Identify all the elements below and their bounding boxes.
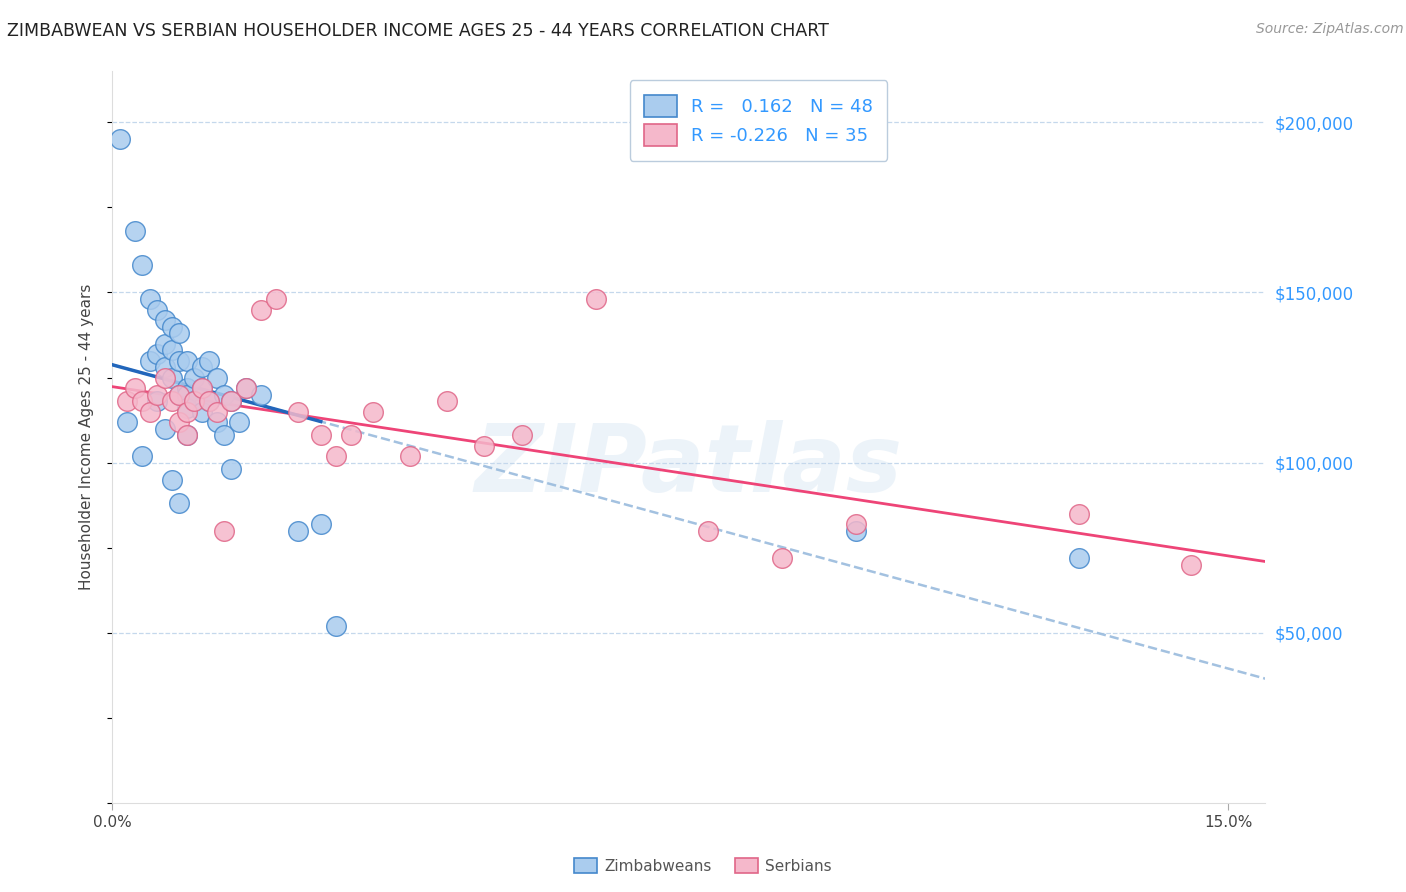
Point bbox=[117, 394, 139, 409]
Point bbox=[183, 394, 205, 409]
Legend: Zimbabweans, Serbians: Zimbabweans, Serbians bbox=[568, 852, 838, 880]
Point bbox=[399, 449, 422, 463]
Point bbox=[235, 381, 257, 395]
Point bbox=[176, 353, 198, 368]
Point bbox=[198, 394, 221, 409]
Point bbox=[183, 370, 205, 384]
Point bbox=[339, 428, 361, 442]
Point bbox=[205, 404, 228, 418]
Point bbox=[436, 394, 458, 409]
Y-axis label: Householder Income Ages 25 - 44 years: Householder Income Ages 25 - 44 years bbox=[79, 284, 94, 591]
Point bbox=[474, 439, 496, 453]
Point bbox=[212, 428, 235, 442]
Point bbox=[845, 516, 868, 531]
Point bbox=[160, 343, 183, 358]
Point bbox=[221, 462, 243, 476]
Point bbox=[146, 394, 169, 409]
Point bbox=[190, 381, 212, 395]
Point bbox=[205, 370, 228, 384]
Point bbox=[138, 293, 160, 307]
Point bbox=[131, 258, 153, 272]
Point bbox=[510, 428, 533, 442]
Point bbox=[169, 353, 191, 368]
Point bbox=[205, 415, 228, 429]
Point bbox=[198, 394, 221, 409]
Point bbox=[264, 293, 287, 307]
Point bbox=[117, 415, 139, 429]
Point bbox=[1069, 550, 1091, 565]
Point bbox=[1180, 558, 1202, 572]
Text: ZIPatlas: ZIPatlas bbox=[475, 420, 903, 512]
Point bbox=[190, 360, 212, 375]
Point bbox=[153, 360, 176, 375]
Point bbox=[190, 404, 212, 418]
Point bbox=[131, 394, 153, 409]
Point bbox=[169, 415, 191, 429]
Point bbox=[160, 394, 183, 409]
Point bbox=[176, 381, 198, 395]
Point bbox=[153, 421, 176, 435]
Text: ZIMBABWEAN VS SERBIAN HOUSEHOLDER INCOME AGES 25 - 44 YEARS CORRELATION CHART: ZIMBABWEAN VS SERBIAN HOUSEHOLDER INCOME… bbox=[7, 22, 830, 40]
Point bbox=[221, 394, 243, 409]
Point bbox=[160, 319, 183, 334]
Point bbox=[183, 394, 205, 409]
Point bbox=[696, 524, 718, 538]
Point bbox=[176, 428, 198, 442]
Point bbox=[124, 224, 146, 238]
Point bbox=[169, 387, 191, 401]
Point bbox=[153, 312, 176, 326]
Point bbox=[138, 353, 160, 368]
Point bbox=[190, 381, 212, 395]
Point bbox=[124, 381, 146, 395]
Point bbox=[169, 496, 191, 510]
Point bbox=[153, 370, 176, 384]
Point bbox=[169, 326, 191, 341]
Point bbox=[325, 449, 347, 463]
Point bbox=[287, 524, 309, 538]
Point bbox=[138, 404, 160, 418]
Point bbox=[287, 404, 309, 418]
Point bbox=[176, 404, 198, 418]
Point bbox=[309, 516, 332, 531]
Point bbox=[131, 449, 153, 463]
Point bbox=[153, 336, 176, 351]
Point bbox=[198, 353, 221, 368]
Point bbox=[250, 387, 273, 401]
Text: Source: ZipAtlas.com: Source: ZipAtlas.com bbox=[1256, 22, 1403, 37]
Point bbox=[845, 524, 868, 538]
Point bbox=[212, 387, 235, 401]
Point bbox=[325, 619, 347, 633]
Point bbox=[108, 132, 131, 146]
Point bbox=[309, 428, 332, 442]
Point bbox=[160, 473, 183, 487]
Point bbox=[250, 302, 273, 317]
Point bbox=[1069, 507, 1091, 521]
Point bbox=[221, 394, 243, 409]
Point bbox=[361, 404, 384, 418]
Point bbox=[169, 387, 191, 401]
Point bbox=[235, 381, 257, 395]
Point bbox=[176, 428, 198, 442]
Point bbox=[176, 387, 198, 401]
Point bbox=[585, 293, 607, 307]
Point bbox=[146, 302, 169, 317]
Point bbox=[176, 401, 198, 416]
Point bbox=[146, 387, 169, 401]
Point bbox=[770, 550, 793, 565]
Point bbox=[228, 415, 250, 429]
Point bbox=[160, 370, 183, 384]
Legend: R =   0.162   N = 48, R = -0.226   N = 35: R = 0.162 N = 48, R = -0.226 N = 35 bbox=[630, 80, 887, 161]
Point bbox=[212, 524, 235, 538]
Point bbox=[146, 347, 169, 361]
